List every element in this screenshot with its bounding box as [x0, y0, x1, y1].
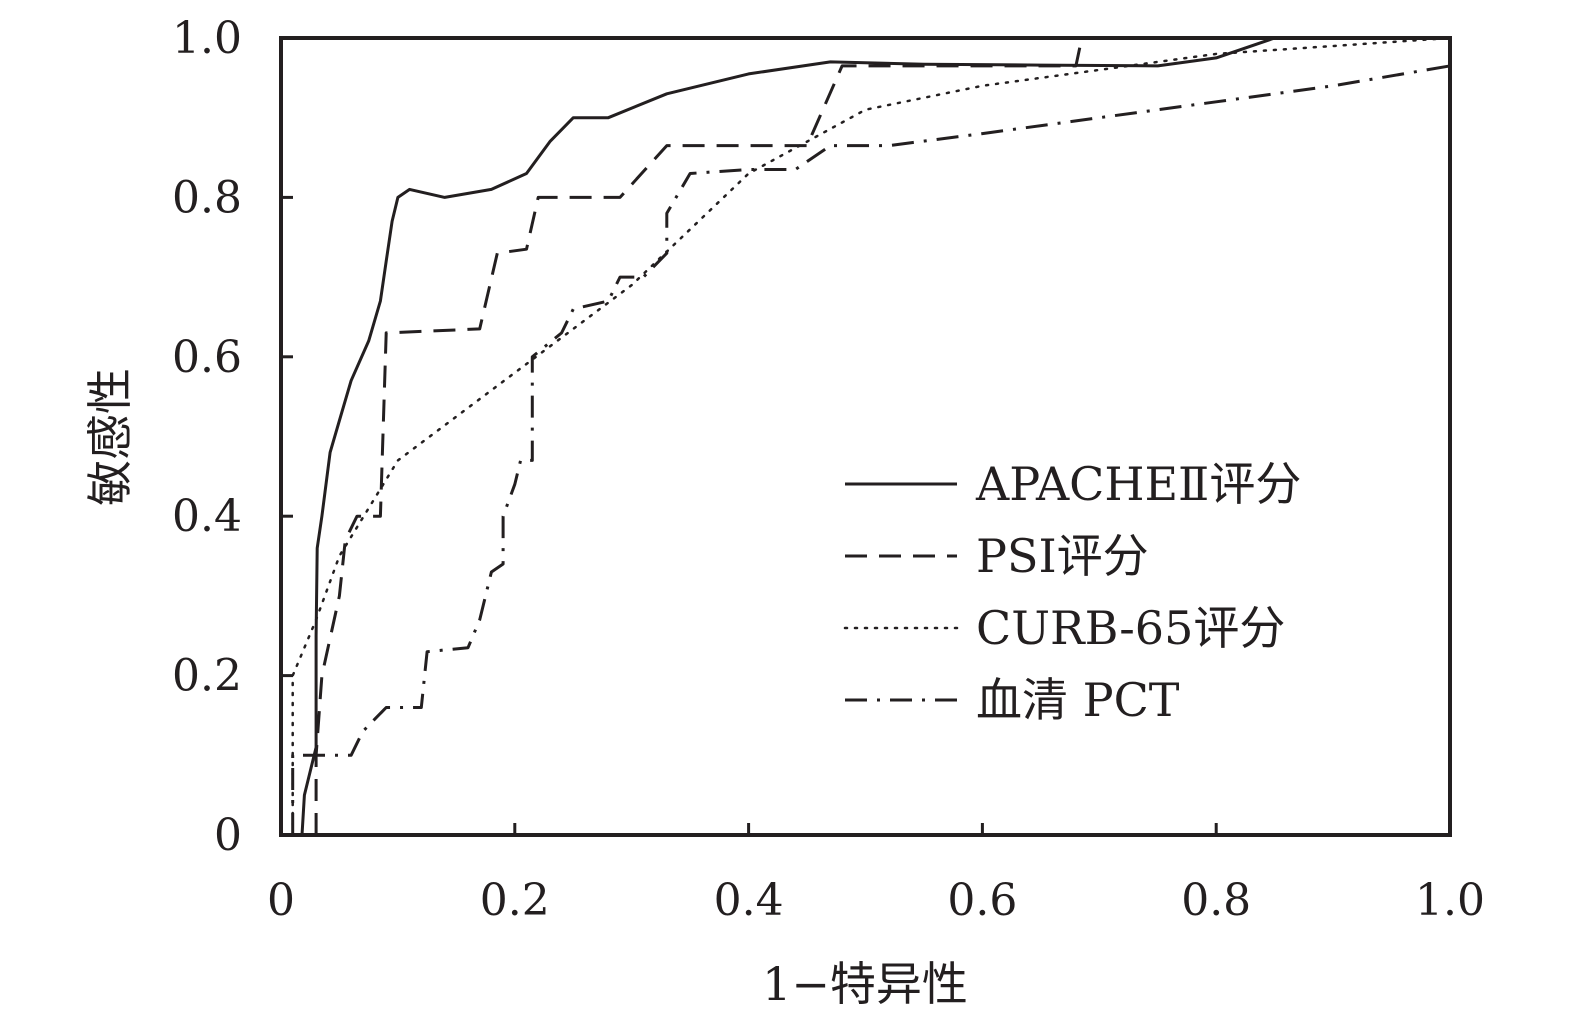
x-tick-label: 0.4	[714, 875, 784, 926]
x-tick-label: 0.8	[1181, 875, 1251, 926]
series-layer	[291, 36, 1452, 837]
legend-label-3: CURB-65评分	[976, 601, 1285, 655]
ticks-layer: 0 0.2 0.4 0.6 0.8 1.0 0 0.2 0.4 0.6 0.8 1.0	[172, 13, 1485, 926]
legend-label-1: APACHEⅡ评分	[975, 457, 1301, 511]
x-tick-label: 1.0	[1415, 875, 1485, 926]
legend-label-4: 血清 PCT	[976, 673, 1180, 727]
x-tick-label: 0.2	[480, 875, 550, 926]
x-tick-label: 0	[267, 875, 295, 926]
legend-label-2: PSI评分	[976, 529, 1149, 583]
series-line-3	[291, 36, 1452, 837]
series-line-2	[314, 36, 1450, 835]
series-line-1	[300, 36, 1450, 836]
y-tick-label: 0.4	[172, 491, 242, 542]
y-tick-label: 1.0	[172, 13, 242, 64]
series-line-4	[291, 64, 1451, 835]
plot-frame	[279, 36, 1452, 837]
x-tick-label: 0.6	[947, 875, 1017, 926]
y-axis-label: 敏感性	[83, 368, 137, 506]
y-tick-label: 0	[214, 810, 242, 861]
y-tick-label: 0.8	[172, 172, 242, 223]
x-axis-label: 1−特异性	[762, 957, 968, 1011]
y-tick-label: 0.2	[172, 651, 242, 702]
y-tick-label: 0.6	[172, 332, 242, 383]
